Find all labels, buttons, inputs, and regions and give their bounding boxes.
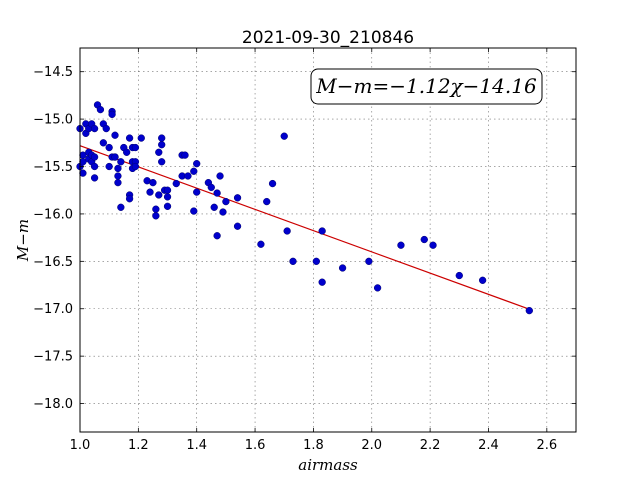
data-point <box>125 195 134 203</box>
fit-line-layer <box>79 145 530 310</box>
y-tick-label: −17.5 <box>33 350 73 365</box>
data-point <box>123 148 131 156</box>
data-point <box>163 193 172 201</box>
data-point <box>96 105 105 114</box>
data-point <box>213 189 221 197</box>
data-point <box>233 194 242 202</box>
x-tick-label: 2.6 <box>536 438 557 453</box>
data-point <box>90 153 99 161</box>
y-tick-label: −18.0 <box>33 397 73 412</box>
data-point <box>102 124 110 133</box>
data-point <box>207 183 215 192</box>
data-point <box>158 158 166 166</box>
data-point <box>257 240 265 248</box>
data-point <box>193 160 201 168</box>
data-point <box>155 148 163 156</box>
data-point <box>280 132 288 140</box>
data-point <box>184 172 192 180</box>
data-point <box>125 134 134 142</box>
data-point <box>312 257 320 265</box>
data-point <box>105 143 113 152</box>
data-point <box>152 212 160 220</box>
y-tick-label: −14.5 <box>33 65 73 80</box>
y-tick-label: −17.0 <box>33 302 73 317</box>
data-point <box>111 153 119 161</box>
data-point <box>181 151 189 159</box>
data-point <box>373 284 382 292</box>
data-point <box>163 186 172 194</box>
data-point <box>318 227 326 235</box>
fit-annotation: M−m=−1.12χ−14.16 <box>310 68 543 105</box>
data-point <box>213 232 221 240</box>
annotation-box <box>310 68 543 105</box>
data-point <box>155 191 163 199</box>
y-tick-label: −16.5 <box>33 255 73 270</box>
data-point <box>233 222 242 230</box>
data-point <box>99 139 107 147</box>
data-point <box>158 134 166 142</box>
data-point <box>114 178 122 187</box>
data-point <box>289 257 297 265</box>
fit-equation: M−m=−1.12χ−14.16 <box>315 74 537 98</box>
ticks-layer: 1.0 1.2 1.4 1.6 1.8 2.0 2.2 2.4 2.6 −14.5 −15.0 −15… <box>33 48 576 453</box>
data-point <box>117 158 125 166</box>
data-point <box>114 164 122 173</box>
data-point <box>105 162 113 171</box>
data-point <box>146 188 154 196</box>
data-point <box>263 197 271 206</box>
data-point <box>111 131 119 139</box>
data-point <box>149 178 157 187</box>
plot-frame <box>79 47 577 433</box>
data-point <box>455 271 463 280</box>
x-tick-label: 2.2 <box>420 438 441 453</box>
y-tick-label: −15.5 <box>33 160 73 175</box>
data-point <box>429 241 437 249</box>
x-axis-label: airmass <box>298 456 358 474</box>
x-tick-label: 1.4 <box>186 438 207 453</box>
data-point <box>90 124 99 133</box>
data-point <box>222 197 230 206</box>
y-axis-label: M−m <box>14 219 32 262</box>
y-tick-label: −16.0 <box>33 207 73 222</box>
x-tick-label: 1.8 <box>303 438 324 453</box>
data-point <box>172 179 180 188</box>
data-point <box>131 143 140 152</box>
data-point <box>420 235 428 244</box>
data-point <box>90 162 99 171</box>
data-point <box>79 169 87 177</box>
points-layer <box>76 101 533 315</box>
fit-line <box>79 145 530 310</box>
data-point <box>525 306 533 315</box>
x-tick-label: 1.6 <box>245 438 266 453</box>
x-tick-label: 1.0 <box>70 438 91 453</box>
data-point <box>117 203 125 211</box>
data-point <box>283 227 291 235</box>
x-tick-label: 2.4 <box>478 438 499 453</box>
data-point <box>338 264 347 272</box>
data-point <box>190 167 198 175</box>
x-tick-label: 1.2 <box>128 438 149 453</box>
data-point <box>163 202 172 210</box>
y-tick-label: −15.0 <box>33 113 73 128</box>
data-point <box>397 241 405 249</box>
data-point <box>318 278 326 286</box>
data-point <box>193 188 201 196</box>
data-point <box>131 162 140 171</box>
data-point <box>365 257 373 265</box>
data-point <box>114 172 122 180</box>
x-tick-label: 2.0 <box>361 438 382 453</box>
data-point <box>137 134 145 142</box>
data-point <box>216 172 224 180</box>
data-point <box>190 207 198 215</box>
data-point <box>210 203 218 211</box>
chart-title: 2021-09-30_210846 <box>242 28 414 48</box>
data-point <box>108 110 116 119</box>
data-point <box>158 141 166 149</box>
data-point <box>90 174 99 182</box>
data-point <box>478 276 487 284</box>
data-point <box>152 205 160 213</box>
data-point <box>219 208 227 216</box>
data-point <box>268 179 277 188</box>
